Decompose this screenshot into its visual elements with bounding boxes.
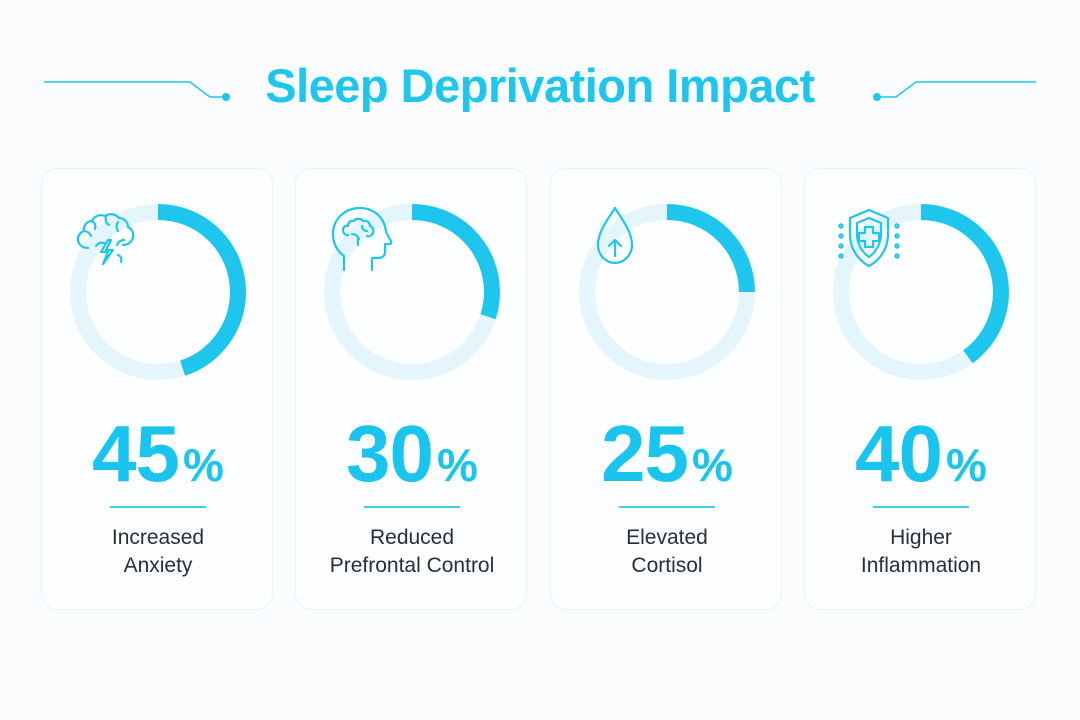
stat-label: Reduced Prefrontal Control: [329, 526, 495, 577]
progress-ring-fill: [324, 204, 500, 380]
droplet-arrow-up-icon: [596, 206, 634, 265]
stat-card-cortisol: 25% Elevated Cortisol: [550, 168, 782, 610]
right-dot-decoration: [873, 93, 881, 101]
brain-lightning-icon: [76, 213, 135, 266]
progress-ring: [575, 200, 759, 384]
progress-ring: [320, 200, 504, 384]
right-line-decoration: [880, 81, 1036, 98]
header-decoration: [44, 81, 1036, 101]
stat-value: 40%: [855, 409, 987, 498]
stat-value: 45%: [92, 409, 224, 498]
progress-ring-fill: [579, 204, 755, 380]
stat-label: Higher Inflammation: [860, 526, 982, 577]
progress-ring-fill: [70, 204, 246, 380]
stat-label: Increased Anxiety: [111, 526, 205, 577]
shield-plus-icon: [838, 208, 900, 268]
header: Sleep Deprivation Impact: [0, 55, 1080, 125]
stat-card-inflammation: 40% Higher Inflammation: [804, 168, 1036, 610]
divider: [873, 506, 969, 508]
divider: [110, 506, 206, 508]
left-dot-decoration: [222, 93, 230, 101]
stat-label: Elevated Cortisol: [626, 526, 708, 577]
head-brain-icon: [331, 206, 393, 272]
stat-value: 25%: [601, 409, 733, 498]
divider: [619, 506, 715, 508]
progress-ring: [829, 200, 1013, 384]
progress-ring: [66, 200, 250, 384]
left-line-decoration: [44, 81, 228, 98]
stat-card-anxiety: 45% Increased Anxiety: [41, 168, 273, 610]
progress-ring-fill: [833, 204, 1009, 380]
stat-card-prefrontal: 30% Reduced Prefrontal Control: [295, 168, 527, 610]
stat-value: 30%: [346, 409, 478, 498]
page-title: Sleep Deprivation Impact: [265, 59, 815, 112]
divider: [364, 506, 460, 508]
